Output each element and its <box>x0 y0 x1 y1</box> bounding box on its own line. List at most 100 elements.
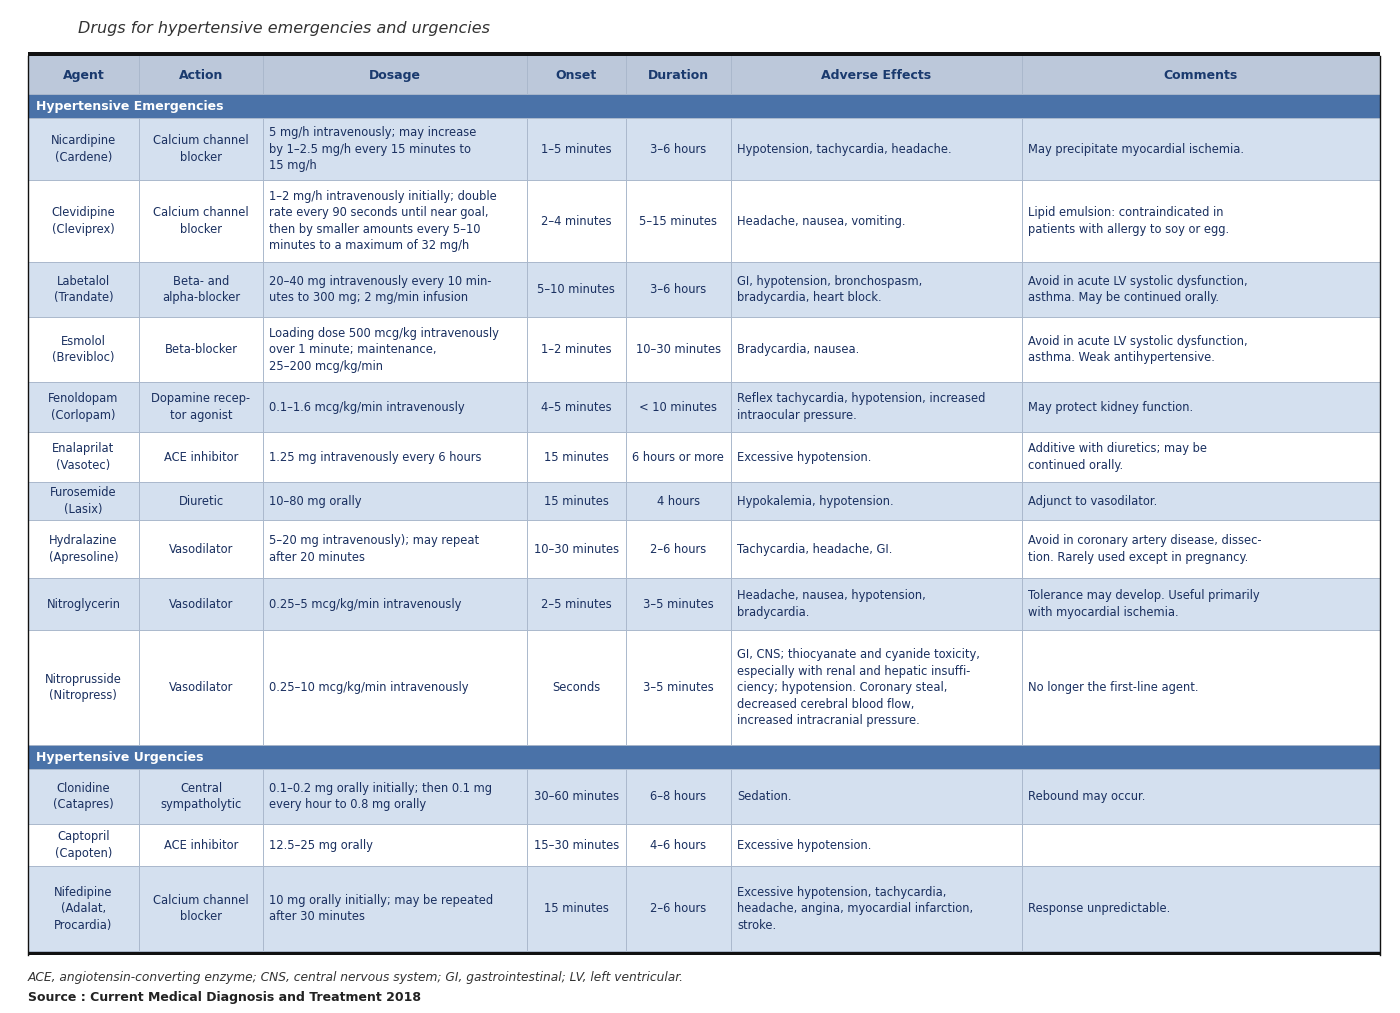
Text: Calcium channel
blocker: Calcium channel blocker <box>153 207 249 236</box>
Text: Nitroglycerin: Nitroglycerin <box>46 598 120 611</box>
Text: 1–2 mg/h intravenously initially; double
rate every 90 seconds until near goal,
: 1–2 mg/h intravenously initially; double… <box>269 189 497 252</box>
Text: 1.25 mg intravenously every 6 hours: 1.25 mg intravenously every 6 hours <box>269 451 482 464</box>
Text: 4 hours: 4 hours <box>657 494 700 508</box>
Text: 12.5–25 mg orally: 12.5–25 mg orally <box>269 839 374 852</box>
Text: Reflex tachycardia, hypotension, increased
intraocular pressure.: Reflex tachycardia, hypotension, increas… <box>736 392 986 421</box>
Text: 10–80 mg orally: 10–80 mg orally <box>269 494 361 508</box>
Text: Vasodilator: Vasodilator <box>169 543 234 555</box>
Text: Onset: Onset <box>556 69 596 81</box>
Text: 2–5 minutes: 2–5 minutes <box>540 598 612 611</box>
Text: GI, CNS; thiocyanate and cyanide toxicity,
especially with renal and hepatic ins: GI, CNS; thiocyanate and cyanide toxicit… <box>736 648 980 727</box>
Bar <box>28 824 1380 866</box>
Bar <box>28 52 1380 56</box>
Text: Response unpredictable.: Response unpredictable. <box>1028 902 1170 915</box>
Text: Hypokalemia, hypotension.: Hypokalemia, hypotension. <box>736 494 893 508</box>
Text: 10–30 minutes: 10–30 minutes <box>636 343 721 356</box>
Text: 10 mg orally initially; may be repeated
after 30 minutes: 10 mg orally initially; may be repeated … <box>269 893 493 923</box>
Text: Dopamine recep-
tor agonist: Dopamine recep- tor agonist <box>151 392 251 421</box>
Text: Vasodilator: Vasodilator <box>169 681 234 694</box>
Text: Headache, nausea, hypotension,
bradycardia.: Headache, nausea, hypotension, bradycard… <box>736 590 925 619</box>
Bar <box>28 866 1380 951</box>
Bar <box>28 432 1380 482</box>
Text: Esmolol
(Brevibloc): Esmolol (Brevibloc) <box>52 334 115 365</box>
Text: Nitroprusside
(Nitropress): Nitroprusside (Nitropress) <box>45 673 122 702</box>
Text: 0.1–1.6 mcg/kg/min intravenously: 0.1–1.6 mcg/kg/min intravenously <box>269 400 465 413</box>
Text: Labetalol
(Trandate): Labetalol (Trandate) <box>53 275 113 304</box>
Text: Tachycardia, headache, GI.: Tachycardia, headache, GI. <box>736 543 892 555</box>
Text: 15 minutes: 15 minutes <box>543 451 609 464</box>
Text: Captopril
(Capoten): Captopril (Capoten) <box>55 831 112 860</box>
Text: Action: Action <box>179 69 223 81</box>
Bar <box>28 745 1380 769</box>
Text: 10–30 minutes: 10–30 minutes <box>533 543 619 555</box>
Text: 15–30 minutes: 15–30 minutes <box>533 839 619 852</box>
Text: Beta- and
alpha-blocker: Beta- and alpha-blocker <box>162 275 241 304</box>
Text: 1–2 minutes: 1–2 minutes <box>540 343 612 356</box>
Text: Central
sympatholytic: Central sympatholytic <box>161 782 242 811</box>
Text: Hydralazine
(Apresoline): Hydralazine (Apresoline) <box>49 534 118 564</box>
Text: Nifedipine
(Adalat,
Procardia): Nifedipine (Adalat, Procardia) <box>55 885 112 932</box>
Text: Fenoldopam
(Corlopam): Fenoldopam (Corlopam) <box>48 392 119 421</box>
Text: 5–10 minutes: 5–10 minutes <box>538 283 615 296</box>
Text: Beta-blocker: Beta-blocker <box>165 343 238 356</box>
Text: 1–5 minutes: 1–5 minutes <box>540 143 612 156</box>
Text: Additive with diuretics; may be
continued orally.: Additive with diuretics; may be continue… <box>1028 443 1207 472</box>
Text: 20–40 mg intravenously every 10 min-
utes to 300 mg; 2 mg/min infusion: 20–40 mg intravenously every 10 min- ute… <box>269 275 491 304</box>
Bar <box>28 382 1380 432</box>
Bar <box>28 520 1380 578</box>
Text: Clevidipine
(Cleviprex): Clevidipine (Cleviprex) <box>52 207 115 236</box>
Text: Hypertensive Urgencies: Hypertensive Urgencies <box>36 751 203 764</box>
Text: Dosage: Dosage <box>370 69 421 81</box>
Text: No longer the first-line agent.: No longer the first-line agent. <box>1028 681 1198 694</box>
Text: 2–4 minutes: 2–4 minutes <box>540 215 612 228</box>
Text: Vasodilator: Vasodilator <box>169 598 234 611</box>
Text: 0.25–5 mcg/kg/min intravenously: 0.25–5 mcg/kg/min intravenously <box>269 598 462 611</box>
Text: Duration: Duration <box>648 69 708 81</box>
Text: Drugs for hypertensive emergencies and urgencies: Drugs for hypertensive emergencies and u… <box>78 20 490 35</box>
Bar <box>28 94 1380 118</box>
Text: 5–15 minutes: 5–15 minutes <box>640 215 717 228</box>
Text: May precipitate myocardial ischemia.: May precipitate myocardial ischemia. <box>1028 143 1243 156</box>
Text: Excessive hypotension, tachycardia,
headache, angina, myocardial infarction,
str: Excessive hypotension, tachycardia, head… <box>736 885 973 932</box>
Bar <box>28 262 1380 317</box>
Text: Rebound may occur.: Rebound may occur. <box>1028 790 1145 803</box>
Bar <box>28 769 1380 824</box>
Text: < 10 minutes: < 10 minutes <box>640 400 717 413</box>
Text: Excessive hypotension.: Excessive hypotension. <box>736 839 871 852</box>
Text: Furosemide
(Lasix): Furosemide (Lasix) <box>50 486 116 516</box>
Text: Comments: Comments <box>1163 69 1238 81</box>
Text: Avoid in coronary artery disease, dissec-
tion. Rarely used except in pregnancy.: Avoid in coronary artery disease, dissec… <box>1028 534 1261 564</box>
Text: 4–5 minutes: 4–5 minutes <box>540 400 612 413</box>
Text: 6 hours or more: 6 hours or more <box>633 451 724 464</box>
Text: ACE inhibitor: ACE inhibitor <box>164 451 238 464</box>
Text: Clonidine
(Catapres): Clonidine (Catapres) <box>53 782 113 811</box>
Text: Excessive hypotension.: Excessive hypotension. <box>736 451 871 464</box>
Text: Sedation.: Sedation. <box>736 790 791 803</box>
Text: 30–60 minutes: 30–60 minutes <box>533 790 619 803</box>
Text: 6–8 hours: 6–8 hours <box>650 790 707 803</box>
Text: Calcium channel
blocker: Calcium channel blocker <box>153 893 249 923</box>
Text: Adverse Effects: Adverse Effects <box>822 69 931 81</box>
Text: 4–6 hours: 4–6 hours <box>650 839 707 852</box>
Text: 3–6 hours: 3–6 hours <box>650 283 707 296</box>
Text: Seconds: Seconds <box>552 681 601 694</box>
Text: GI, hypotension, bronchospasm,
bradycardia, heart block.: GI, hypotension, bronchospasm, bradycard… <box>736 275 923 304</box>
Text: 3–5 minutes: 3–5 minutes <box>643 681 714 694</box>
Text: 2–6 hours: 2–6 hours <box>650 543 707 555</box>
Text: Agent: Agent <box>63 69 105 81</box>
Text: Avoid in acute LV systolic dysfunction,
asthma. May be continued orally.: Avoid in acute LV systolic dysfunction, … <box>1028 275 1247 304</box>
Text: Hypotension, tachycardia, headache.: Hypotension, tachycardia, headache. <box>736 143 952 156</box>
Text: Adjunct to vasodilator.: Adjunct to vasodilator. <box>1028 494 1156 508</box>
Text: Source : Current Medical Diagnosis and Treatment 2018: Source : Current Medical Diagnosis and T… <box>28 991 421 1004</box>
Bar <box>28 630 1380 745</box>
Text: Diuretic: Diuretic <box>178 494 224 508</box>
Text: Calcium channel
blocker: Calcium channel blocker <box>153 135 249 164</box>
Text: 0.25–10 mcg/kg/min intravenously: 0.25–10 mcg/kg/min intravenously <box>269 681 469 694</box>
Text: ACE inhibitor: ACE inhibitor <box>164 839 238 852</box>
Bar <box>28 578 1380 630</box>
Text: 0.1–0.2 mg orally initially; then 0.1 mg
every hour to 0.8 mg orally: 0.1–0.2 mg orally initially; then 0.1 mg… <box>269 782 493 811</box>
Text: 5–20 mg intravenously); may repeat
after 20 minutes: 5–20 mg intravenously); may repeat after… <box>269 534 479 564</box>
Text: 3–6 hours: 3–6 hours <box>650 143 707 156</box>
Bar <box>28 180 1380 262</box>
Text: 15 minutes: 15 minutes <box>543 494 609 508</box>
